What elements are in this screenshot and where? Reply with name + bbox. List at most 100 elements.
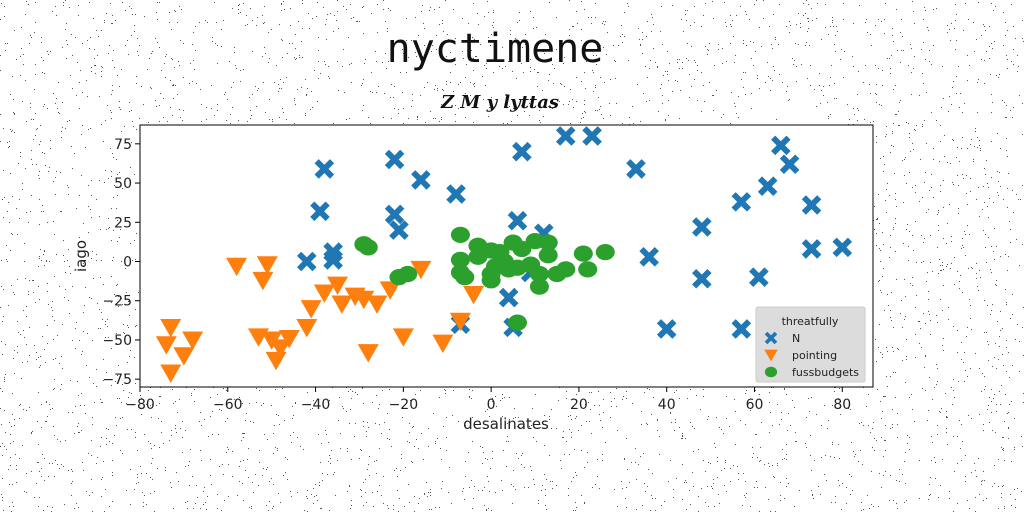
data-point [446, 184, 466, 204]
data-point [556, 261, 576, 278]
data-point [173, 347, 195, 366]
legend-title: threatfully [782, 315, 839, 328]
data-point [450, 226, 470, 243]
data-point [507, 210, 528, 231]
data-point [432, 334, 454, 354]
data-point [357, 344, 379, 363]
y-tick-label: −75 [102, 372, 132, 388]
y-tick-label: 75 [114, 137, 132, 153]
data-point [779, 154, 800, 175]
series-pointing [155, 256, 485, 383]
y-tick-label: 0 [123, 254, 132, 270]
x-tick-label: −20 [389, 397, 419, 413]
legend-label: N [792, 332, 800, 345]
data-point [463, 286, 485, 305]
data-point [538, 234, 558, 251]
y-tick-label: −50 [102, 333, 132, 349]
data-point [160, 364, 182, 383]
data-point [832, 237, 853, 258]
x-tick-label: 40 [658, 397, 676, 413]
data-point [498, 287, 519, 308]
x-tick-label: 60 [746, 397, 764, 413]
data-point [256, 256, 278, 275]
data-point [692, 217, 712, 237]
x-tick-label: 80 [833, 397, 851, 413]
data-point [555, 126, 576, 146]
legend-label: pointing [792, 349, 837, 362]
data-point [757, 176, 778, 196]
legend-marker [764, 366, 778, 378]
x-axis-label: desalinates [463, 415, 549, 433]
data-point [366, 295, 388, 314]
data-point [411, 170, 431, 190]
data-point [278, 329, 300, 349]
data-point [265, 351, 287, 371]
data-point [384, 204, 405, 225]
x-tick-label: −60 [213, 397, 243, 413]
data-point [455, 269, 475, 286]
data-point [595, 243, 615, 261]
data-point [771, 135, 791, 156]
legend-marker [764, 349, 778, 362]
data-point [450, 251, 470, 269]
data-point [300, 300, 322, 319]
data-point [626, 159, 646, 179]
data-point [384, 149, 405, 170]
data-point [512, 141, 532, 162]
data-point [297, 251, 317, 272]
data-point [578, 261, 598, 278]
data-point [155, 336, 177, 355]
x-tick-label: 20 [570, 397, 588, 413]
y-tick-label: 25 [114, 215, 132, 231]
chart-title: Z M y lyttas [440, 92, 560, 113]
data-point [573, 245, 593, 262]
data-point [379, 281, 401, 300]
data-point [481, 272, 501, 289]
data-point [296, 318, 318, 338]
data-point [252, 271, 274, 291]
data-point [392, 328, 414, 347]
data-point [410, 260, 432, 280]
y-axis-label: iago [72, 240, 90, 272]
data-point [314, 159, 335, 179]
data-point [160, 318, 182, 338]
data-point [529, 278, 549, 295]
data-point [331, 295, 353, 314]
legend-label: fussbudgets [792, 366, 859, 379]
x-axis: −80 −60 −40 −20 0 20 40 60 80 [125, 387, 851, 413]
data-point [389, 220, 409, 240]
data-point [692, 268, 712, 289]
legend-box [755, 306, 866, 383]
y-tick-label: −25 [102, 294, 132, 310]
x-tick-label: 0 [487, 397, 496, 413]
data-point [398, 265, 418, 283]
data-point [529, 265, 549, 283]
data-point [538, 247, 558, 264]
series-N [297, 126, 853, 339]
x-tick-label: −80 [125, 397, 155, 413]
data-point [639, 247, 659, 267]
series-fussbudgets [354, 226, 615, 331]
data-point [731, 319, 752, 339]
data-point [327, 276, 349, 295]
data-point [323, 250, 343, 270]
x-tick-label: −40 [301, 397, 331, 413]
y-tick-label: 50 [114, 176, 132, 192]
data-point [353, 290, 375, 310]
data-point [269, 339, 291, 358]
data-point [358, 239, 378, 256]
data-marks [155, 126, 853, 383]
data-point [310, 201, 330, 222]
data-point [507, 314, 527, 331]
data-point [449, 312, 471, 332]
legend-marker [764, 331, 778, 345]
y-axis: 75 50 25 0 −25 −50 −75 [102, 137, 140, 388]
page-title: nyctimene [386, 26, 604, 72]
data-point [801, 195, 822, 215]
data-point [313, 284, 335, 303]
data-point [656, 319, 677, 339]
data-point [226, 257, 248, 277]
data-point [749, 267, 769, 287]
